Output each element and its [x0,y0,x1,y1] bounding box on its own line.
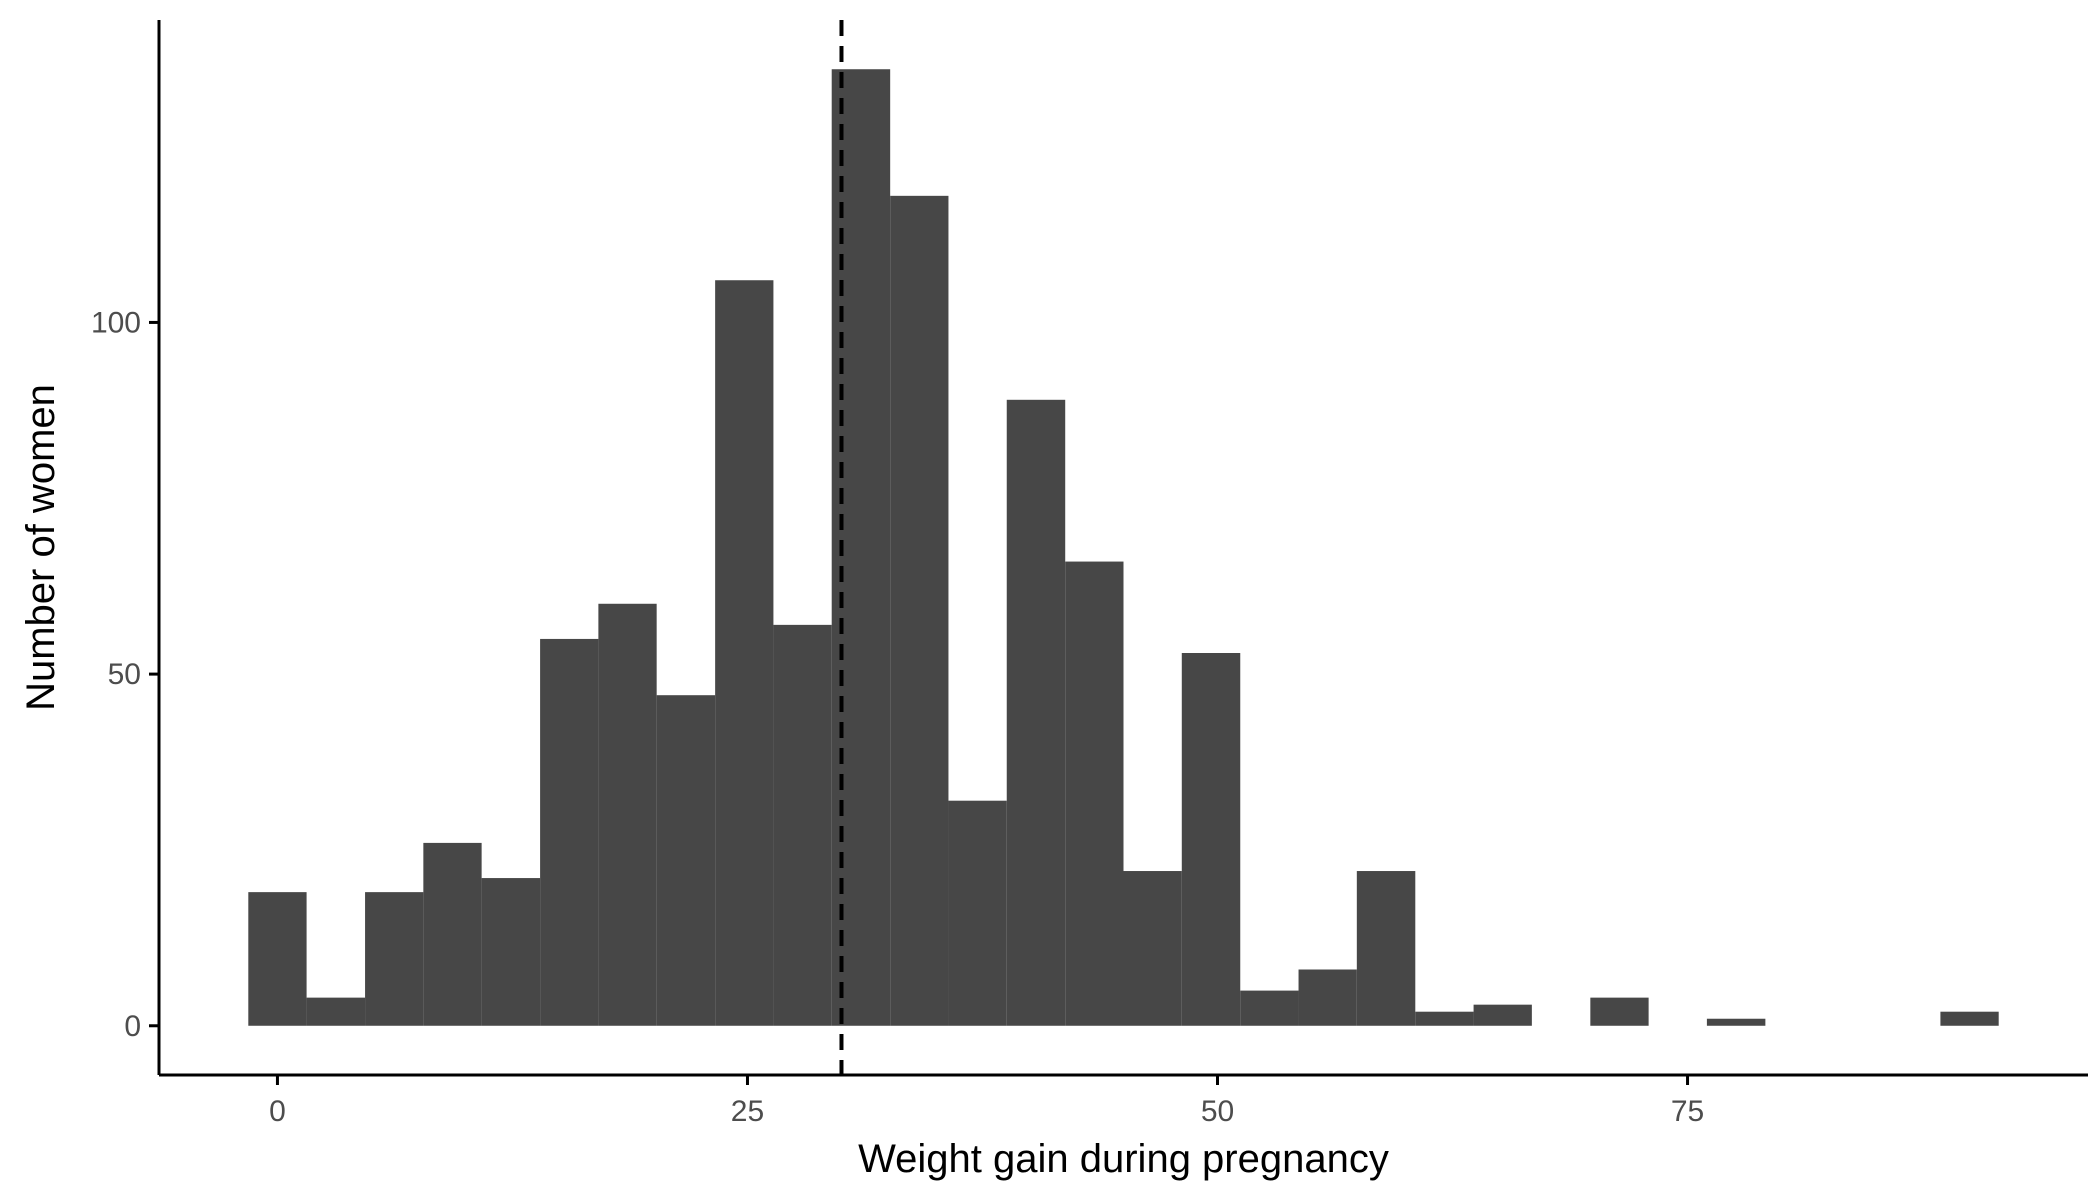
histogram-bars [248,69,1999,1026]
histogram-bar-21 [1473,1004,1532,1026]
histogram-bar-12 [948,800,1007,1026]
x-tick-label: 0 [269,1095,286,1128]
histogram-bar-19 [1356,871,1416,1026]
histogram-bar-6 [598,603,657,1026]
histogram-bar-18 [1298,969,1357,1026]
histogram-bar-29 [1940,1011,1999,1026]
x-axis-title: Weight gain during pregnancy [858,1137,1389,1181]
histogram-bar-14 [1065,561,1124,1026]
histogram-bar-25 [1706,1018,1766,1026]
y-axis-title: Number of women [19,384,63,711]
histogram-bar-2 [365,892,424,1026]
histogram-bar-17 [1240,990,1299,1026]
histogram-bar-1 [306,997,366,1026]
histogram-bar-15 [1123,871,1182,1026]
histogram-bar-7 [656,695,716,1026]
histogram-bar-8 [715,280,774,1026]
y-axis-ticks: 0 50 100 [91,306,159,1043]
y-tick-label: 50 [108,658,141,691]
histogram-bar-23 [1590,997,1649,1026]
histogram-bar-9 [773,624,832,1026]
histogram-bar-3 [423,842,482,1026]
histogram-bar-20 [1415,1011,1474,1026]
x-tick-label: 75 [1671,1095,1704,1128]
histogram-bar-16 [1181,653,1241,1026]
histogram-bar-13 [1006,399,1066,1026]
y-tick-label: 0 [124,1010,141,1043]
x-tick-label: 25 [731,1095,764,1128]
x-axis-ticks: 0 25 50 75 [269,1075,1704,1128]
histogram-bar-4 [481,878,541,1026]
y-tick-label: 100 [91,306,141,339]
histogram-bar-11 [890,195,949,1026]
histogram-bar-5 [540,638,599,1026]
x-tick-label: 50 [1201,1095,1234,1128]
histogram-bar-0 [248,892,307,1026]
